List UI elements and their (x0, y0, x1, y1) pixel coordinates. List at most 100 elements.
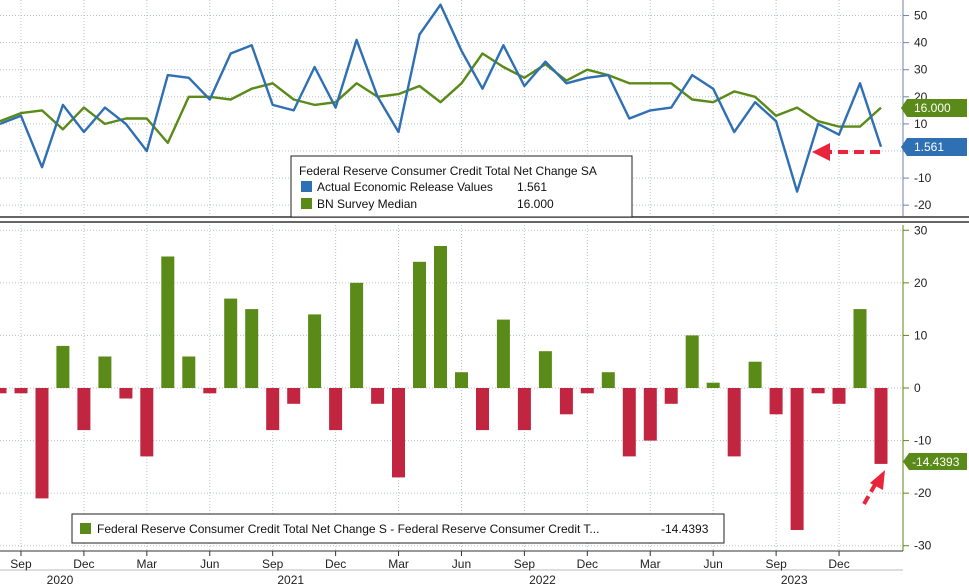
bar (622, 388, 636, 457)
x-month-label: Sep (10, 557, 32, 571)
bar (434, 246, 447, 388)
bar (853, 309, 867, 388)
legend-label-difference: Federal Reserve Consumer Credit Total Ne… (97, 522, 599, 536)
bar (811, 388, 825, 394)
bar (35, 388, 49, 499)
top-y-tick-label: 10 (914, 117, 928, 131)
x-month-label: Jun (452, 557, 471, 571)
red-arrow-bottom (862, 470, 885, 505)
badge-actual-tip (901, 138, 907, 156)
bottom-legend: Federal Reserve Consumer Credit Total Ne… (71, 513, 725, 544)
bar (14, 388, 28, 394)
bar (832, 388, 846, 404)
top-legend-title: Federal Reserve Consumer Credit Total Ne… (299, 164, 597, 178)
bar (538, 351, 552, 388)
bar (161, 256, 175, 388)
bar (182, 356, 196, 388)
badge-difference-box (909, 453, 967, 470)
bar (0, 388, 7, 394)
bar (643, 388, 657, 441)
bar (413, 261, 426, 388)
legend-label-median: BN Survey Median (317, 197, 417, 211)
bar (77, 388, 91, 431)
bar (140, 388, 154, 457)
x-year-label: 2023 (781, 573, 808, 587)
x-month-label: Mar (640, 557, 661, 571)
bar (56, 345, 70, 388)
bar (371, 388, 385, 404)
x-month-label: Mar (136, 557, 157, 571)
series-line-actual (0, 3, 883, 193)
bar (392, 388, 405, 478)
bar (287, 388, 301, 404)
bar (455, 372, 468, 388)
x-year-label: 2022 (529, 573, 556, 587)
bar (245, 309, 259, 388)
bar (517, 388, 531, 431)
bottom-y-tick-label: 30 (914, 223, 928, 237)
badge-actual: 1.561 (901, 138, 967, 156)
bottom-y-tick-label: 10 (914, 328, 928, 342)
badge-difference: -14.4393 (903, 453, 967, 470)
x-month-label: Sep (514, 557, 536, 571)
top-legend: Federal Reserve Consumer Credit Total Ne… (290, 155, 633, 218)
x-month-label: Mar (388, 557, 409, 571)
badge-median: 16.000 (901, 99, 967, 117)
badge-actual-box (907, 138, 967, 156)
x-axis-ticks: Sep Dec Mar Jun Sep Dec Mar Jun Sep Dec Mar Jun Sep D… (10, 551, 850, 587)
top-series-lines (0, 3, 883, 193)
top-y-tick-label: 50 (914, 9, 928, 23)
bottom-y-tick-label: -10 (914, 434, 932, 448)
bottom-bars (0, 246, 888, 530)
x-month-label: Dec (577, 557, 598, 571)
panel-gap (0, 216, 969, 225)
legend-swatch-median (301, 198, 312, 209)
x-year-label: 2021 (277, 573, 304, 587)
bar (203, 388, 217, 394)
top-legend-box (290, 155, 633, 218)
legend-label-actual: Actual Economic Release Values (317, 180, 493, 194)
legend-value-difference: -14.4393 (661, 522, 709, 536)
bar (769, 388, 783, 415)
badge-actual-value: 1.561 (914, 140, 944, 154)
red-arrow-top (812, 143, 880, 161)
bar (601, 372, 615, 388)
x-month-label: Dec (325, 557, 346, 571)
bar (664, 388, 678, 404)
bar (496, 319, 510, 388)
bottom-y-axis-ticks: -30 -20 -10 0 10 20 30 (903, 223, 932, 553)
bar (329, 388, 343, 431)
bar (559, 388, 573, 415)
x-month-label: Sep (765, 557, 787, 571)
badge-median-value: 16.000 (914, 101, 951, 115)
legend-swatch-actual (301, 181, 312, 192)
legend-value-actual: 1.561 (517, 180, 547, 194)
x-month-label: Dec (73, 557, 94, 571)
bar (476, 388, 489, 431)
x-year-label: 2020 (47, 573, 74, 587)
badge-difference-value: -14.4393 (912, 455, 960, 469)
x-month-label: Dec (828, 557, 849, 571)
bar (727, 388, 741, 457)
bottom-y-tick-label: -30 (914, 539, 932, 553)
bar (580, 388, 594, 394)
bottom-y-tick-label: -20 (914, 486, 932, 500)
badge-median-tip (901, 99, 907, 117)
top-y-tick-label: -10 (914, 171, 932, 185)
bar (119, 388, 133, 399)
legend-swatch-difference (80, 523, 91, 534)
bottom-y-tick-label: 20 (914, 276, 928, 290)
series-line-median (0, 52, 882, 145)
bar (266, 388, 280, 431)
bar (308, 314, 322, 388)
bar (685, 335, 699, 388)
bar (790, 388, 804, 530)
top-y-tick-label: -20 (914, 198, 932, 212)
bottom-y-tick-label: 0 (914, 381, 921, 395)
badge-median-box (907, 99, 967, 117)
bar (706, 382, 720, 388)
legend-value-median: 16.000 (517, 197, 554, 211)
bar (224, 298, 238, 388)
x-month-label: Sep (262, 557, 284, 571)
